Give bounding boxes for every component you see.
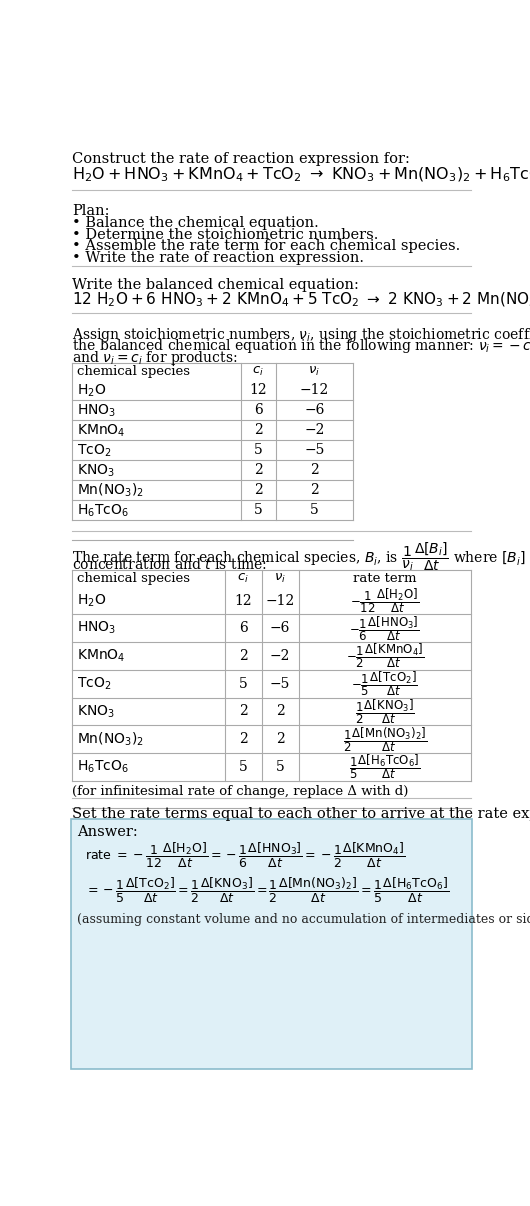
- Text: −12: −12: [299, 384, 329, 397]
- Text: 2: 2: [276, 732, 285, 747]
- Text: 5: 5: [276, 760, 285, 774]
- Text: 5: 5: [254, 444, 262, 457]
- Text: 5: 5: [239, 760, 248, 774]
- Text: $\mathrm{H_2O + HNO_3 + KMnO_4 + TcO_2 \ \rightarrow \ KNO_3 + Mn(NO_3)_2 + H_6T: $\mathrm{H_2O + HNO_3 + KMnO_4 + TcO_2 \…: [73, 165, 530, 183]
- Text: chemical species: chemical species: [77, 365, 190, 379]
- Text: 12: 12: [249, 384, 267, 397]
- Text: $\mathrm{HNO_3}$: $\mathrm{HNO_3}$: [77, 620, 117, 637]
- Text: Answer:: Answer:: [77, 825, 138, 839]
- Text: 2: 2: [254, 484, 262, 497]
- Text: −2: −2: [304, 423, 324, 438]
- Text: Assign stoichiometric numbers, $\nu_i$, using the stoichiometric coefficients, $: Assign stoichiometric numbers, $\nu_i$, …: [73, 326, 530, 344]
- Text: rate $= -\dfrac{1}{12}\dfrac{\Delta[\mathrm{H_2O}]}{\Delta t} = -\dfrac{1}{6}\df: rate $= -\dfrac{1}{12}\dfrac{\Delta[\mat…: [85, 841, 405, 870]
- Text: the balanced chemical equation in the following manner: $\nu_i = -c_i$ for react: the balanced chemical equation in the fo…: [73, 338, 530, 356]
- Text: $\mathrm{H_6TcO_6}$: $\mathrm{H_6TcO_6}$: [77, 502, 129, 519]
- Text: Write the balanced chemical equation:: Write the balanced chemical equation:: [73, 277, 359, 292]
- Text: $\mathrm{H_2O}$: $\mathrm{H_2O}$: [77, 592, 107, 609]
- Text: $\mathrm{KNO_3}$: $\mathrm{KNO_3}$: [77, 703, 115, 720]
- Text: $-\dfrac{1}{2}\dfrac{\Delta[\mathrm{KMnO_4}]}{\Delta t}$: $-\dfrac{1}{2}\dfrac{\Delta[\mathrm{KMnO…: [346, 642, 424, 671]
- Text: $-\dfrac{1}{12}\dfrac{\Delta[\mathrm{H_2O}]}{\Delta t}$: $-\dfrac{1}{12}\dfrac{\Delta[\mathrm{H_2…: [350, 586, 419, 615]
- Text: −5: −5: [304, 444, 324, 457]
- Text: 2: 2: [254, 423, 262, 438]
- Text: $\nu_i$: $\nu_i$: [308, 365, 320, 379]
- Text: The rate term for each chemical species, $B_i$, is $\dfrac{1}{\nu_i}\dfrac{\Delt: The rate term for each chemical species,…: [73, 540, 530, 573]
- Text: $c_i$: $c_i$: [237, 572, 249, 585]
- Text: $= -\dfrac{1}{5}\dfrac{\Delta[\mathrm{TcO_2}]}{\Delta t} = \dfrac{1}{2}\dfrac{\D: $= -\dfrac{1}{5}\dfrac{\Delta[\mathrm{Tc…: [85, 877, 449, 906]
- Text: (for infinitesimal rate of change, replace Δ with d): (for infinitesimal rate of change, repla…: [73, 785, 409, 798]
- Text: $\mathrm{KMnO_4}$: $\mathrm{KMnO_4}$: [77, 422, 126, 439]
- Text: $-\dfrac{1}{6}\dfrac{\Delta[\mathrm{HNO_3}]}{\Delta t}$: $-\dfrac{1}{6}\dfrac{\Delta[\mathrm{HNO_…: [349, 614, 420, 643]
- Text: $\mathrm{KNO_3}$: $\mathrm{KNO_3}$: [77, 462, 115, 479]
- Text: $\mathrm{H_6TcO_6}$: $\mathrm{H_6TcO_6}$: [77, 759, 129, 775]
- Text: 12: 12: [234, 593, 252, 608]
- Text: 5: 5: [254, 503, 262, 517]
- Text: 2: 2: [239, 649, 248, 663]
- Text: • Balance the chemical equation.: • Balance the chemical equation.: [73, 216, 319, 230]
- Text: 2: 2: [276, 704, 285, 719]
- Text: Set the rate terms equal to each other to arrive at the rate expression:: Set the rate terms equal to each other t…: [73, 807, 530, 821]
- Text: −5: −5: [270, 677, 290, 691]
- Text: 2: 2: [239, 704, 248, 719]
- Text: 2: 2: [310, 484, 319, 497]
- Text: $\nu_i$: $\nu_i$: [274, 572, 286, 585]
- Text: 5: 5: [239, 677, 248, 691]
- Text: concentration and $t$ is time:: concentration and $t$ is time:: [73, 557, 268, 573]
- Text: Plan:: Plan:: [73, 204, 110, 218]
- Text: 2: 2: [239, 732, 248, 747]
- Text: $c_i$: $c_i$: [252, 365, 264, 379]
- Text: 6: 6: [239, 621, 248, 636]
- Text: rate term: rate term: [353, 572, 417, 585]
- Text: −6: −6: [304, 403, 324, 417]
- Text: $-\dfrac{1}{5}\dfrac{\Delta[\mathrm{TcO_2}]}{\Delta t}$: $-\dfrac{1}{5}\dfrac{\Delta[\mathrm{TcO_…: [351, 669, 418, 698]
- Text: • Assemble the rate term for each chemical species.: • Assemble the rate term for each chemic…: [73, 240, 461, 253]
- Text: $\mathrm{Mn(NO_3)_2}$: $\mathrm{Mn(NO_3)_2}$: [77, 731, 144, 748]
- Text: 5: 5: [310, 503, 319, 517]
- Text: chemical species: chemical species: [77, 572, 190, 585]
- Text: (assuming constant volume and no accumulation of intermediates or side products): (assuming constant volume and no accumul…: [77, 913, 530, 926]
- Text: $\mathrm{HNO_3}$: $\mathrm{HNO_3}$: [77, 402, 117, 418]
- Text: 2: 2: [254, 463, 262, 478]
- Text: $\mathrm{KMnO_4}$: $\mathrm{KMnO_4}$: [77, 648, 126, 665]
- Text: $\dfrac{1}{2}\dfrac{\Delta[\mathrm{KNO_3}]}{\Delta t}$: $\dfrac{1}{2}\dfrac{\Delta[\mathrm{KNO_3…: [355, 697, 414, 726]
- FancyBboxPatch shape: [71, 819, 472, 1069]
- Text: $\mathrm{TcO_2}$: $\mathrm{TcO_2}$: [77, 675, 111, 692]
- Text: −2: −2: [270, 649, 290, 663]
- Text: $\mathrm{H_2O}$: $\mathrm{H_2O}$: [77, 382, 107, 398]
- Text: $\mathrm{12\ H_2O + 6\ HNO_3 + 2\ KMnO_4 + 5\ TcO_2 \ \rightarrow \ 2\ KNO_3 + 2: $\mathrm{12\ H_2O + 6\ HNO_3 + 2\ KMnO_4…: [73, 291, 530, 309]
- Text: −12: −12: [266, 593, 295, 608]
- Text: $\dfrac{1}{5}\dfrac{\Delta[\mathrm{H_6TcO_6}]}{\Delta t}$: $\dfrac{1}{5}\dfrac{\Delta[\mathrm{H_6Tc…: [349, 753, 420, 781]
- Text: Construct the rate of reaction expression for:: Construct the rate of reaction expressio…: [73, 152, 410, 166]
- Text: $\mathrm{Mn(NO_3)_2}$: $\mathrm{Mn(NO_3)_2}$: [77, 481, 144, 499]
- Text: • Write the rate of reaction expression.: • Write the rate of reaction expression.: [73, 251, 365, 265]
- Text: $\mathrm{TcO_2}$: $\mathrm{TcO_2}$: [77, 443, 111, 458]
- Text: • Determine the stoichiometric numbers.: • Determine the stoichiometric numbers.: [73, 228, 379, 242]
- Text: 2: 2: [310, 463, 319, 478]
- Text: −6: −6: [270, 621, 290, 636]
- Text: 6: 6: [254, 403, 262, 417]
- Text: $\dfrac{1}{2}\dfrac{\Delta[\mathrm{Mn(NO_3)_2}]}{\Delta t}$: $\dfrac{1}{2}\dfrac{\Delta[\mathrm{Mn(NO…: [342, 725, 427, 754]
- Text: and $\nu_i = c_i$ for products:: and $\nu_i = c_i$ for products:: [73, 349, 238, 367]
